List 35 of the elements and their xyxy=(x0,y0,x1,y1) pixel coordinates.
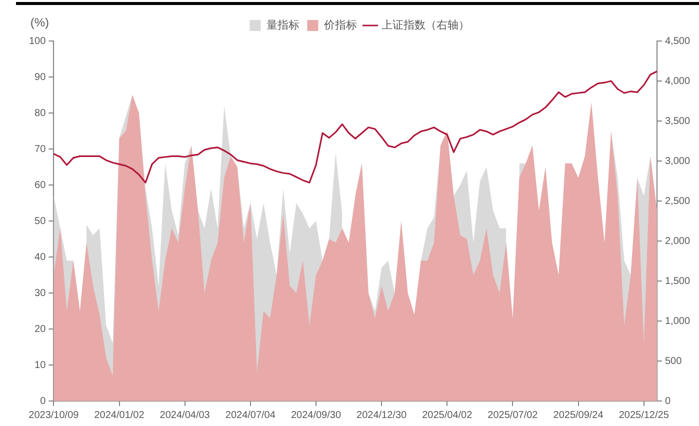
x-tick-label: 2025/07/02 xyxy=(488,410,538,421)
y2-tick-label: 0 xyxy=(664,396,671,407)
y2-tick-label: 4,500 xyxy=(664,36,690,47)
x-tick-label: 2025/09/24 xyxy=(553,410,604,421)
x-tick-label: 2024/04/03 xyxy=(160,410,210,421)
y-tick-label: 70 xyxy=(34,144,46,155)
y-tick-label: 30 xyxy=(34,288,46,299)
legend-label: 上证指数（右轴） xyxy=(381,18,470,32)
y-tick-label: 90 xyxy=(34,72,46,83)
x-tick-label: 2024/01/02 xyxy=(94,410,145,421)
y2-tick-label: 500 xyxy=(664,356,682,367)
x-tick-label: 2024/07/04 xyxy=(225,410,276,421)
y2-tick-label: 4,000 xyxy=(664,76,690,87)
x-tick-label: 2025/12/25 xyxy=(618,410,670,421)
legend-label: 价指标 xyxy=(322,20,357,32)
x-tick-label: 2025/04/02 xyxy=(422,410,473,421)
y-axis-title: (%) xyxy=(30,15,50,30)
x-tick-label: 2024/09/30 xyxy=(290,410,342,421)
y-tick-label: 10 xyxy=(34,360,46,371)
y-tick-label: 40 xyxy=(34,252,46,263)
y2-tick-label: 3,500 xyxy=(664,116,690,127)
y-tick-label: 60 xyxy=(34,180,46,191)
y-tick-label: 50 xyxy=(34,216,46,227)
y2-tick-label: 3,000 xyxy=(664,156,690,167)
y-tick-label: 100 xyxy=(28,36,46,47)
x-tick-label: 2023/10/09 xyxy=(28,410,80,421)
y-tick-label: 20 xyxy=(34,324,46,335)
y2-tick-label: 2,500 xyxy=(664,196,690,207)
y-tick-label: 0 xyxy=(40,396,46,407)
y-tick-label: 80 xyxy=(34,108,46,119)
x-tick-label: 2024/12/30 xyxy=(356,410,408,421)
y2-tick-label: 2,000 xyxy=(664,236,690,247)
y2-tick-label: 1,000 xyxy=(664,316,690,327)
legend-label: 量指标 xyxy=(266,20,300,32)
y2-tick-label: 1,500 xyxy=(664,276,690,287)
